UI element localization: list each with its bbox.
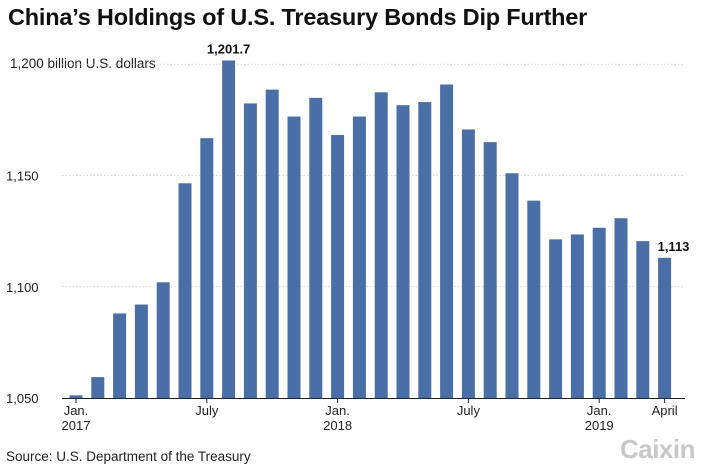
data-label: 1,201.7 xyxy=(207,41,250,56)
x-tick-year-label: 2017 xyxy=(62,418,91,433)
x-tick-label: Jan. xyxy=(64,403,89,418)
source-note: Source: U.S. Department of the Treasury xyxy=(6,449,251,464)
bar-2019-03 xyxy=(636,241,650,398)
bar-2017-07 xyxy=(200,138,214,398)
bar-2018-11 xyxy=(549,239,563,398)
x-tick-label: July xyxy=(457,403,481,418)
bar-2018-10 xyxy=(527,200,541,398)
bar-2018-06 xyxy=(440,84,454,398)
y-axis-unit-label: 1,200 billion U.S. dollars xyxy=(10,56,156,71)
bar-2017-03 xyxy=(113,313,127,398)
bar-2017-12 xyxy=(309,97,323,398)
x-tick-year-label: 2018 xyxy=(323,418,352,433)
data-labels: 1,201.7 1,113 xyxy=(207,41,690,253)
x-tick-label: Jan. xyxy=(325,403,350,418)
bar-2017-08 xyxy=(222,60,236,398)
caixin-logo: Caixin xyxy=(619,434,696,464)
bar-2017-06 xyxy=(178,183,192,398)
bar-2018-12 xyxy=(570,234,584,398)
bar-2018-02 xyxy=(352,116,366,398)
y-tick-label: 1,050 xyxy=(6,391,39,406)
y-tick-label: 1,100 xyxy=(6,280,39,295)
bar-2017-01 xyxy=(69,395,83,398)
bar-2017-04 xyxy=(134,304,148,398)
x-tick-label: July xyxy=(195,403,219,418)
bar-2017-02 xyxy=(91,377,105,398)
bar-2019-04 xyxy=(658,257,672,398)
chart-title: China’s Holdings of U.S. Treasury Bonds … xyxy=(8,4,588,30)
gridlines: 1,050 1,100 1,150 xyxy=(6,63,685,406)
x-tick-year-label: 2019 xyxy=(585,418,614,433)
data-label: 1,113 xyxy=(658,239,690,254)
bar-2018-01 xyxy=(331,135,345,398)
bar-2018-04 xyxy=(396,105,410,398)
bar-2018-07 xyxy=(461,129,475,398)
x-tick-label: Jan. xyxy=(587,403,612,418)
x-tick-label: April xyxy=(652,403,678,418)
y-tick-label: 1,150 xyxy=(6,169,39,184)
bar-2017-05 xyxy=(156,282,170,398)
bars xyxy=(69,60,672,399)
bar-2018-09 xyxy=(505,173,519,398)
bar-2017-09 xyxy=(243,103,257,398)
bar-2017-11 xyxy=(287,116,301,398)
bar-2018-05 xyxy=(418,102,432,398)
bar-2018-08 xyxy=(483,142,497,398)
bar-2017-10 xyxy=(265,89,279,399)
bar-2019-01 xyxy=(592,227,606,398)
bar-2018-03 xyxy=(374,92,388,398)
bar-2019-02 xyxy=(614,218,628,398)
